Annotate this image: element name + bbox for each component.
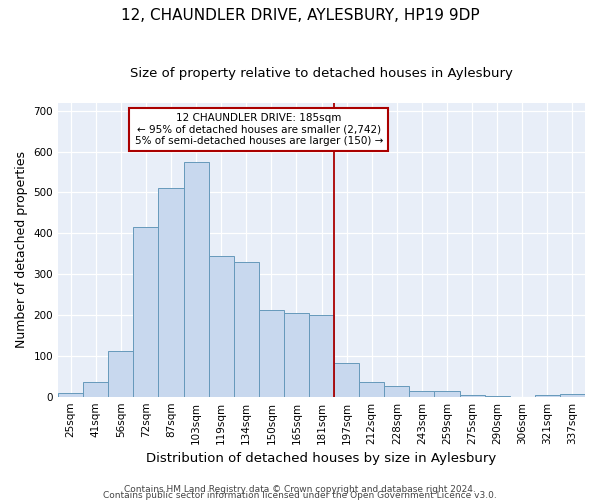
Bar [58, 394, 83, 396]
Text: Contains public sector information licensed under the Open Government Licence v3: Contains public sector information licen… [103, 491, 497, 500]
Text: 12, CHAUNDLER DRIVE, AYLESBURY, HP19 9DP: 12, CHAUNDLER DRIVE, AYLESBURY, HP19 9DP [121, 8, 479, 22]
Title: Size of property relative to detached houses in Aylesbury: Size of property relative to detached ho… [130, 68, 513, 80]
Bar [560, 394, 585, 396]
Bar [535, 395, 560, 396]
Bar [259, 310, 284, 396]
Text: Contains HM Land Registry data © Crown copyright and database right 2024.: Contains HM Land Registry data © Crown c… [124, 485, 476, 494]
Bar [409, 392, 434, 396]
Bar [184, 162, 209, 396]
X-axis label: Distribution of detached houses by size in Aylesbury: Distribution of detached houses by size … [146, 452, 497, 465]
Bar [359, 382, 384, 396]
Bar [309, 315, 334, 396]
Text: 12 CHAUNDLER DRIVE: 185sqm
← 95% of detached houses are smaller (2,742)
5% of se: 12 CHAUNDLER DRIVE: 185sqm ← 95% of deta… [134, 112, 383, 146]
Y-axis label: Number of detached properties: Number of detached properties [15, 151, 28, 348]
Bar [83, 382, 108, 396]
Bar [233, 262, 259, 396]
Bar [133, 227, 158, 396]
Bar [284, 313, 309, 396]
Bar [158, 188, 184, 396]
Bar [434, 391, 460, 396]
Bar [334, 363, 359, 396]
Bar [384, 386, 409, 396]
Bar [108, 351, 133, 397]
Bar [209, 256, 233, 396]
